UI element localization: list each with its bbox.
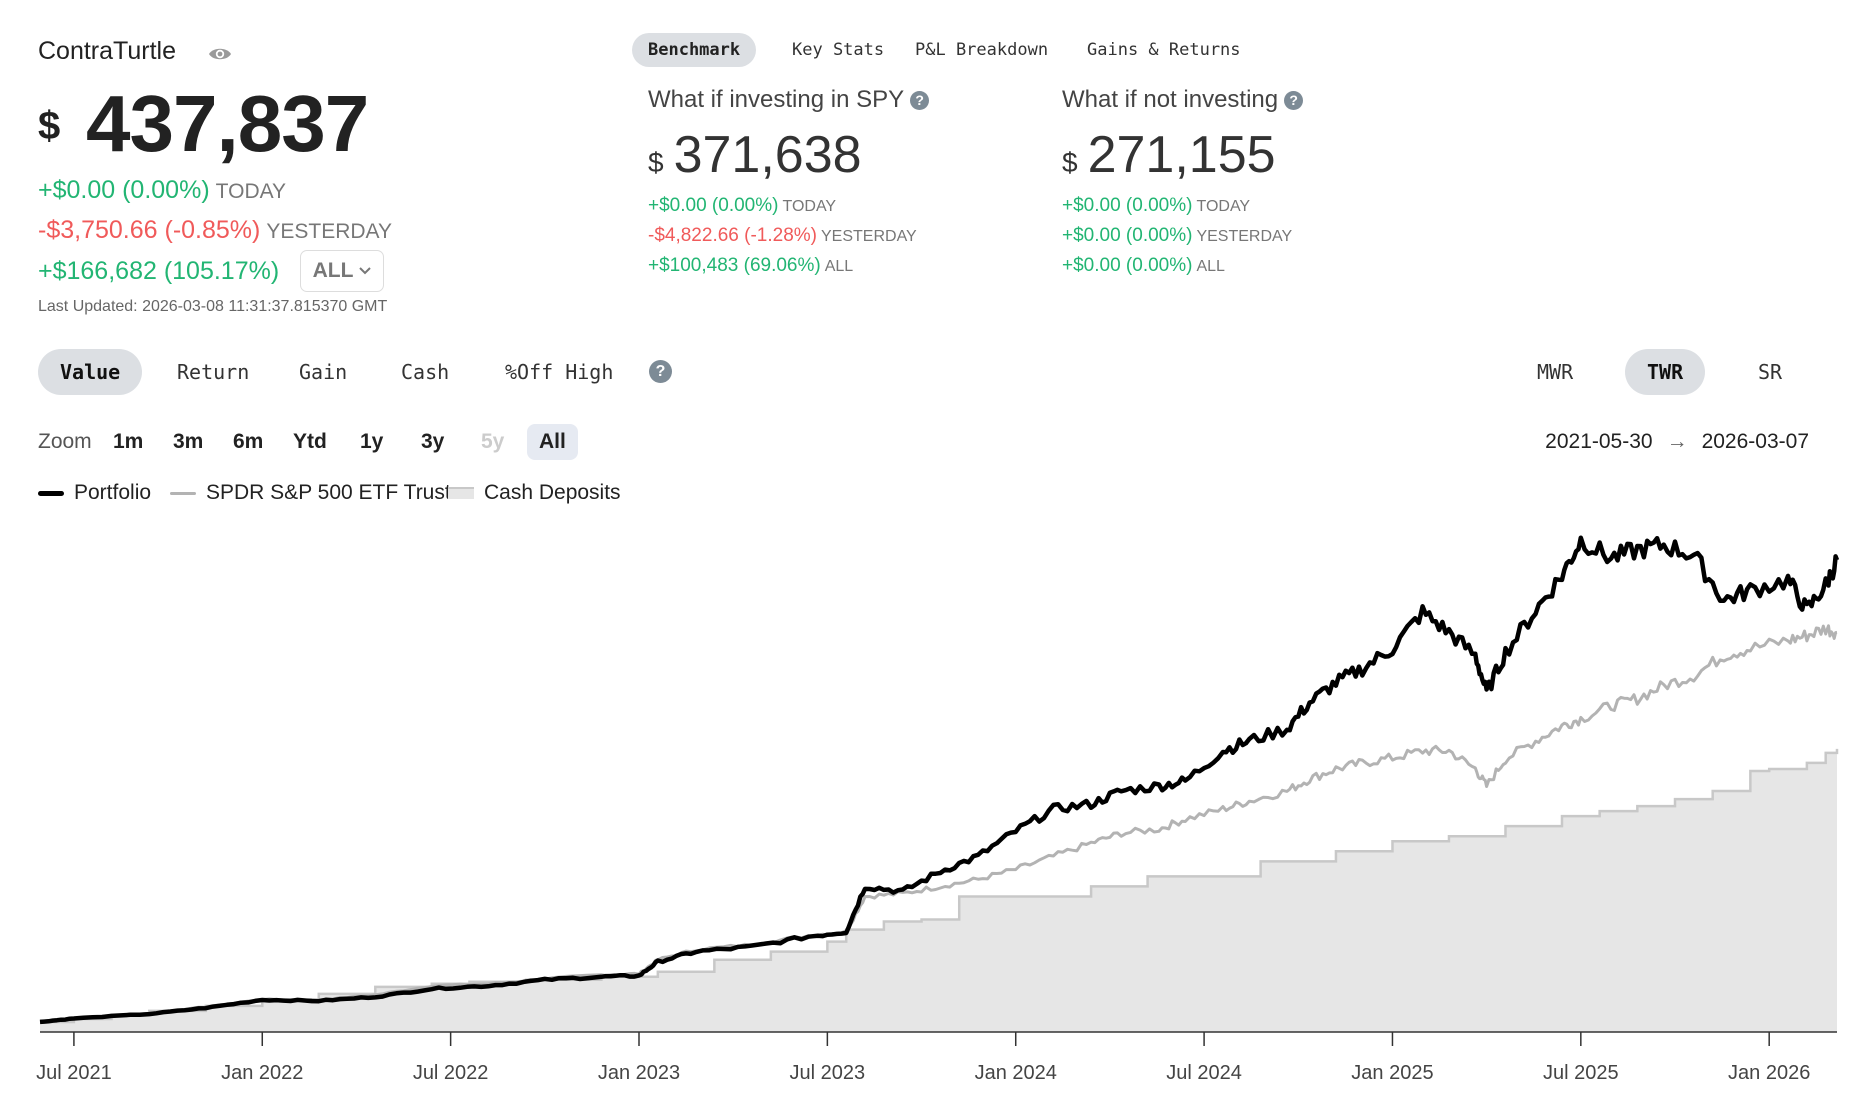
x-tick-label: Jul 2021	[36, 1062, 112, 1084]
tab-return[interactable]: Return	[177, 360, 250, 384]
benchmark-spy-all-change: +$100,483 (69.06%)	[648, 255, 821, 276]
cash-deposits-area	[40, 748, 1837, 1032]
benchmark-cash-value: $271,155	[1062, 125, 1276, 185]
zoom-3y[interactable]: 3y	[421, 430, 445, 453]
portfolio-value: 437,837	[86, 79, 369, 168]
tab-pl-breakdown[interactable]: P&L Breakdown	[915, 40, 1049, 60]
legend-spy-swatch	[170, 491, 196, 495]
x-tick-label: Jan 2025	[1351, 1062, 1433, 1084]
today-label: TODAY	[215, 180, 287, 203]
zoom-all[interactable]: All	[527, 424, 578, 460]
zoom-3m[interactable]: 3m	[173, 430, 204, 453]
tab-gains-returns[interactable]: Gains & Returns	[1087, 40, 1241, 60]
yesterday-change: -$3,750.66 (-0.85%)	[38, 216, 261, 244]
x-tick-label: Jan 2022	[221, 1062, 303, 1084]
legend-cash-swatch	[448, 487, 474, 499]
period-select-value: ALL	[312, 259, 354, 282]
benchmark-spy-yesterday-label: YESTERDAY	[821, 228, 917, 245]
benchmark-spy-title: What if investing in SPY?	[648, 86, 930, 114]
zoom-5y[interactable]: 5y	[481, 430, 505, 453]
today-change: +$0.00 (0.00%)	[38, 176, 210, 204]
legend-spy[interactable]: SPDR S&P 500 ETF Trust	[170, 481, 451, 505]
benchmark-spy-yesterday: -$4,822.66 (-1.28%) YESTERDAY	[648, 225, 917, 247]
date-to[interactable]: 2026-03-07	[1701, 430, 1809, 453]
benchmark-cash-yesterday: +$0.00 (0.00%) YESTERDAY	[1062, 225, 1292, 247]
legend-portfolio[interactable]: Portfolio	[38, 481, 151, 505]
yesterday-change-row: -$3,750.66 (-0.85%) YESTERDAY	[38, 216, 392, 245]
zoom-ytd[interactable]: Ytd	[293, 430, 327, 453]
period-select[interactable]: ALL	[300, 250, 384, 292]
benchmark-cash-amount: 271,155	[1087, 126, 1276, 184]
benchmark-spy-today-label: TODAY	[782, 198, 837, 215]
benchmark-spy-title-text: What if investing in SPY	[648, 86, 905, 113]
all-change: +$166,682 (105.17%)	[38, 257, 280, 285]
last-updated: Last Updated: 2026-03-08 11:31:37.815370…	[38, 298, 388, 315]
portfolio-line	[39, 535, 1840, 1025]
legend-spy-label: SPDR S&P 500 ETF Trust	[206, 481, 451, 504]
all-change-row: +$166,682 (105.17%)	[38, 257, 279, 286]
benchmark-spy-yesterday-change: -$4,822.66 (-1.28%)	[648, 225, 817, 246]
benchmark-cash-today-label: TODAY	[1196, 198, 1251, 215]
eye-icon[interactable]	[208, 45, 232, 63]
cash-deposits-line	[40, 748, 1839, 1024]
benchmark-cash-title: What if not investing?	[1062, 86, 1304, 114]
legend-portfolio-label: Portfolio	[74, 481, 152, 504]
benchmark-cash-currency: $	[1062, 147, 1078, 178]
benchmark-spy-amount: 371,638	[673, 126, 862, 184]
legend-cash[interactable]: Cash Deposits	[448, 481, 621, 505]
zoom-label: Zoom	[38, 430, 92, 453]
benchmark-spy-value: $371,638	[648, 125, 862, 185]
help-icon[interactable]: ?	[649, 360, 672, 383]
tab-sr[interactable]: SR	[1758, 360, 1783, 384]
benchmark-cash-today-change: +$0.00 (0.00%)	[1062, 195, 1193, 216]
tab-twr[interactable]: TWR	[1625, 349, 1706, 395]
benchmark-cash-yesterday-label: YESTERDAY	[1196, 228, 1293, 245]
tab-off-high[interactable]: %Off High	[505, 360, 614, 384]
x-tick-label: Jul 2024	[1166, 1062, 1242, 1084]
tab-cash[interactable]: Cash	[401, 360, 450, 384]
legend-portfolio-swatch	[38, 490, 64, 496]
benchmark-cash-all-change: +$0.00 (0.00%)	[1062, 255, 1193, 276]
benchmark-spy-today-change: +$0.00 (0.00%)	[648, 195, 779, 216]
x-tick-label: Jul 2022	[413, 1062, 489, 1084]
value-chart[interactable]: Jul 2021 Jan 2022 Jul 2022 Jan 2023 Jul 2023…	[0, 510, 1849, 1093]
tab-value[interactable]: Value	[38, 349, 143, 395]
legend-cash-label: Cash Deposits	[484, 481, 621, 504]
benchmark-cash-today: +$0.00 (0.00%) TODAY	[1062, 195, 1250, 217]
date-from[interactable]: 2021-05-30	[1545, 430, 1653, 453]
tab-mwr[interactable]: MWR	[1537, 360, 1574, 384]
zoom-6m[interactable]: 6m	[233, 430, 264, 453]
help-icon[interactable]: ?	[910, 91, 930, 111]
today-change-row: +$0.00 (0.00%) TODAY	[38, 176, 286, 205]
value-currency: $	[38, 104, 61, 148]
benchmark-cash-all: +$0.00 (0.00%) ALL	[1062, 255, 1225, 277]
benchmark-cash-all-label: ALL	[1196, 258, 1225, 275]
arrow-right-icon: →	[1666, 430, 1688, 453]
benchmark-cash-yesterday-change: +$0.00 (0.00%)	[1062, 225, 1193, 246]
zoom-1y[interactable]: 1y	[360, 430, 384, 453]
benchmark-cash-title-text: What if not investing	[1062, 86, 1279, 113]
tab-gain[interactable]: Gain	[299, 360, 348, 384]
tab-key-stats[interactable]: Key Stats	[792, 40, 885, 60]
x-tick-label: Jan 2026	[1728, 1062, 1810, 1084]
x-tick-label: Jul 2023	[790, 1062, 866, 1084]
yesterday-label: YESTERDAY	[266, 220, 393, 243]
benchmark-spy-today: +$0.00 (0.00%) TODAY	[648, 195, 836, 217]
zoom-1m[interactable]: 1m	[113, 430, 144, 453]
benchmark-spy-currency: $	[648, 147, 664, 178]
x-tick-label: Jan 2024	[975, 1062, 1057, 1084]
chevron-down-icon	[359, 267, 372, 275]
x-tick-label: Jul 2025	[1543, 1062, 1619, 1084]
benchmark-spy-all-label: ALL	[824, 258, 854, 275]
help-icon[interactable]: ?	[1284, 91, 1304, 111]
portfolio-name: ContraTurtle	[38, 37, 177, 65]
x-tick-label: Jan 2023	[598, 1062, 680, 1084]
tab-benchmark[interactable]: Benchmark	[632, 33, 757, 67]
date-range[interactable]: 2021-05-30 → 2026-03-07	[1545, 430, 1809, 454]
benchmark-spy-all: +$100,483 (69.06%) ALL	[648, 255, 853, 277]
